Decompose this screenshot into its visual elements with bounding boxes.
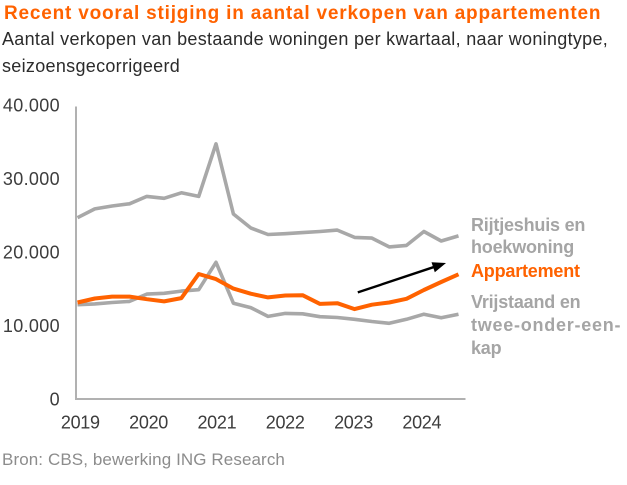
- svg-text:2022: 2022: [266, 412, 305, 432]
- svg-text:20.000: 20.000: [3, 242, 60, 262]
- svg-text:40.000: 40.000: [3, 95, 60, 115]
- svg-text:2023: 2023: [334, 412, 373, 432]
- svg-text:10.000: 10.000: [3, 316, 60, 336]
- svg-text:2021: 2021: [197, 412, 236, 432]
- svg-text:0: 0: [50, 389, 60, 409]
- svg-text:2019: 2019: [61, 412, 100, 432]
- svg-text:2020: 2020: [129, 412, 168, 432]
- svg-text:2024: 2024: [402, 412, 441, 432]
- svg-text:30.000: 30.000: [3, 169, 60, 189]
